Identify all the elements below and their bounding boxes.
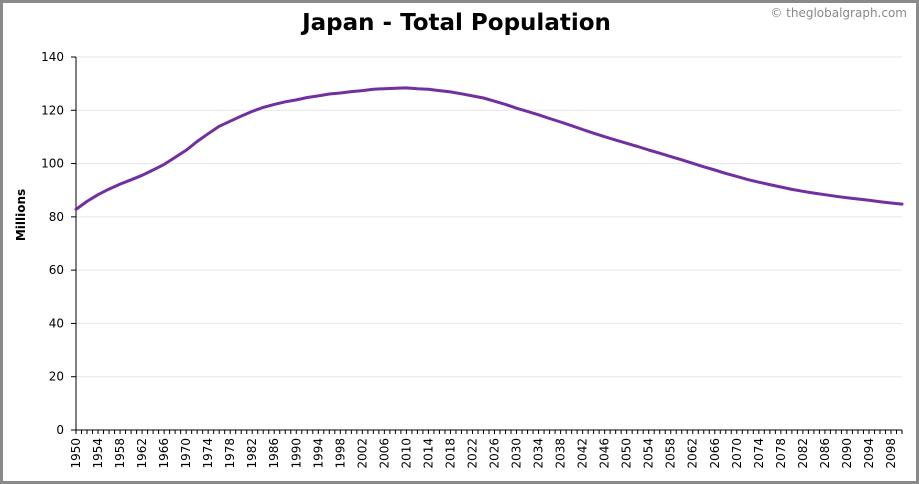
x-tick-label: 1954	[91, 438, 105, 469]
x-tick-label: 2006	[377, 438, 391, 469]
y-ticks: 0 20 40 60 80 100 120 140	[41, 50, 76, 437]
x-tick-label: 2098	[884, 438, 898, 469]
x-tick-label: 1978	[223, 438, 237, 469]
x-ticks: 1950 1954 1958 1962 1966 1970 1974 1978 1982 1986…	[69, 430, 903, 469]
x-tick-label: 1994	[311, 438, 325, 469]
x-tick-label: 2038	[554, 438, 568, 469]
axes	[75, 57, 902, 431]
series-line-population	[74, 86, 904, 211]
series-group	[74, 86, 904, 211]
y-tick-label: 20	[49, 370, 64, 384]
x-tick-label: 2018	[443, 438, 457, 469]
x-tick-label: 2082	[796, 438, 810, 469]
x-tick-label: 2066	[708, 438, 722, 469]
x-tick-label: 2002	[355, 438, 369, 469]
x-tick-label: 2070	[730, 438, 744, 469]
y-tick-label: 0	[56, 423, 64, 437]
grid-lines	[76, 56, 902, 378]
x-tick-label: 2042	[576, 438, 590, 469]
x-tick-label: 1982	[245, 438, 259, 469]
x-tick-label: 1966	[157, 438, 171, 469]
x-tick-label: 2014	[421, 438, 435, 469]
x-tick-label: 1986	[267, 438, 281, 469]
x-tick-label: 2026	[488, 438, 502, 469]
x-tick-label: 2086	[818, 438, 832, 469]
x-tick-label: 2090	[840, 438, 854, 469]
x-tick-label: 1970	[179, 438, 193, 469]
x-tick-label: 2010	[399, 438, 413, 469]
x-tick-label: 2074	[752, 438, 766, 469]
x-tick-label: 2058	[664, 438, 678, 469]
x-tick-label: 2062	[686, 438, 700, 469]
x-tick-label: 2022	[465, 438, 479, 469]
x-tick-label: 2094	[862, 438, 876, 469]
x-tick-label: 2030	[510, 438, 524, 469]
y-tick-label: 140	[41, 50, 64, 64]
chart-title: Japan - Total Population	[302, 10, 611, 36]
x-tick-label: 2034	[532, 438, 546, 469]
y-tick-label: 40	[49, 316, 64, 330]
x-tick-label: 1990	[289, 438, 303, 469]
x-tick-label: 2050	[620, 438, 634, 469]
x-tick-label: 1962	[135, 438, 149, 469]
credit-text: © theglobalgraph.com	[770, 6, 907, 20]
x-tick-label: 1974	[201, 438, 215, 469]
y-tick-label: 60	[49, 263, 64, 277]
x-tick-label: 1958	[113, 438, 127, 469]
x-tick-label: 2046	[598, 438, 612, 469]
x-tick-label: 2054	[642, 438, 656, 469]
y-tick-label: 120	[41, 103, 64, 117]
x-tick-label: 1950	[69, 438, 83, 469]
x-tick-label: 2078	[774, 438, 788, 469]
y-tick-label: 100	[41, 157, 64, 171]
x-tick-label: 1998	[333, 438, 347, 469]
y-tick-label: 80	[49, 210, 64, 224]
